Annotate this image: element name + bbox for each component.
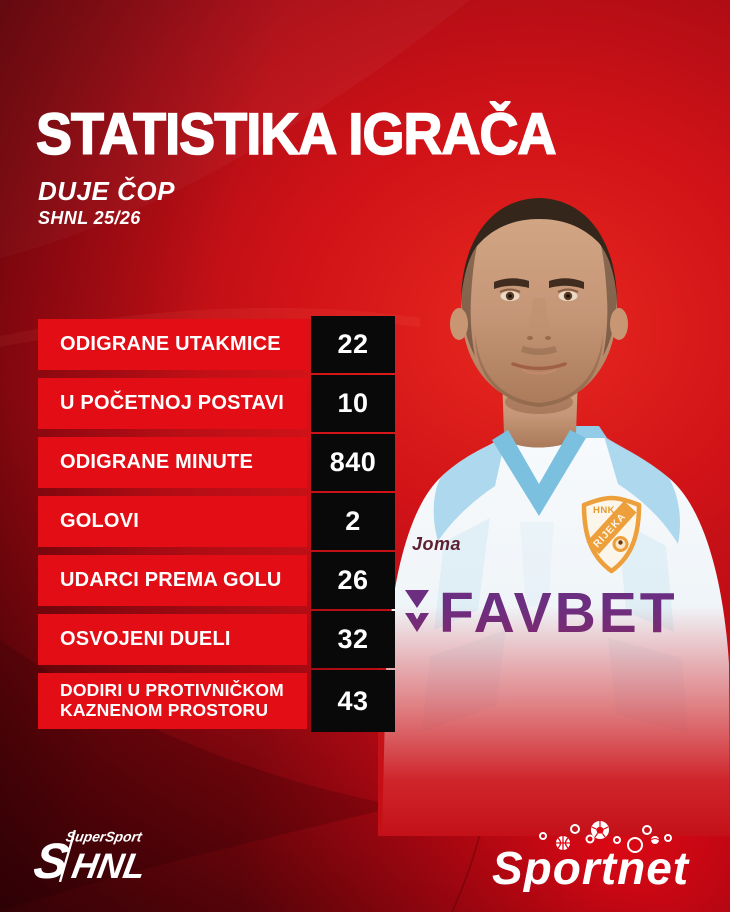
stat-label-bar: UDARCI PREMA GOLU xyxy=(38,555,307,606)
stat-label: ODIGRANE MINUTE xyxy=(60,451,253,474)
basketball-icon xyxy=(556,836,570,850)
stat-label-bar: ODIGRANE MINUTE xyxy=(38,437,307,488)
club-crest: HNK RIJEKA xyxy=(581,495,642,574)
stat-row: ODIGRANE MINUTE 840 xyxy=(38,434,395,491)
stat-value: 26 xyxy=(337,565,369,595)
supersport-text: SuperSport xyxy=(65,829,145,845)
stat-label: UDARCI PREMA GOLU xyxy=(60,569,282,592)
stat-value-box: 10 xyxy=(311,375,395,432)
stat-value-box: 22 xyxy=(311,316,395,373)
sportnet-text: Sportnet xyxy=(492,842,690,892)
stats-list: ODIGRANE UTAKMICE 22 U POČETNOJ POSTAVI … xyxy=(38,316,395,737)
crest-top-text: HNK xyxy=(593,505,615,516)
soccer-ball-icon xyxy=(591,821,609,839)
page-title: STATISTIKA IGRAČA xyxy=(35,102,557,167)
stat-label: ODIGRANE UTAKMICE xyxy=(60,333,281,356)
eyebrow-left xyxy=(494,278,529,289)
stat-label: DODIRI U PROTIVNIČKOM KAZNENOM PROSTORU xyxy=(60,680,284,720)
competition-season: SHNL 25/26 xyxy=(38,208,141,228)
jersey-shoulder-panel-right xyxy=(604,436,680,544)
eyebrow-right xyxy=(549,278,584,289)
stat-label-bar: U POČETNOJ POSTAVI xyxy=(38,378,307,429)
stat-value: 32 xyxy=(337,624,369,654)
shnl-slash xyxy=(58,829,77,883)
stat-row: ODIGRANE UTAKMICE 22 xyxy=(38,316,395,373)
stat-value: 10 xyxy=(337,388,369,418)
player-head xyxy=(450,198,628,407)
stat-row: OSVOJENI DUELI 32 xyxy=(38,611,395,668)
stat-value-box: 26 xyxy=(311,552,395,609)
stat-row: DODIRI U PROTIVNIČKOM KAZNENOM PROSTORU … xyxy=(38,670,395,732)
ear-left xyxy=(450,308,468,340)
sportnet-bubbles xyxy=(539,824,672,853)
hair xyxy=(461,198,617,300)
stat-label-bar: ODIGRANE UTAKMICE xyxy=(38,319,307,370)
player-photo: Joma HNK RIJEKA FAVBET xyxy=(378,198,730,836)
jersey-shoulder-panel-left xyxy=(433,436,506,541)
v-neck-collar xyxy=(492,430,586,516)
ear-right xyxy=(610,308,628,340)
stat-value-box: 32 xyxy=(311,611,395,668)
supersport-shnl-logo: SuperSport S HNL xyxy=(33,829,149,886)
photo-red-fade xyxy=(378,606,730,836)
stat-value-box: 840 xyxy=(311,434,395,491)
stat-value: 43 xyxy=(337,685,369,716)
stat-value-box: 43 xyxy=(311,670,395,732)
mouth xyxy=(511,362,567,371)
stat-value: 2 xyxy=(345,506,361,536)
stat-value-box: 2 xyxy=(311,493,395,550)
stat-label-bar: DODIRI U PROTIVNIČKOM KAZNENOM PROSTORU xyxy=(38,673,307,729)
stat-label: U POČETNOJ POSTAVI xyxy=(60,392,285,415)
sponsor-mark-icon xyxy=(405,590,429,608)
stat-row: GOLOVI 2 xyxy=(38,493,395,550)
stat-label: OSVOJENI DUELI xyxy=(60,628,231,651)
stat-label: GOLOVI xyxy=(60,510,139,533)
volleyball-icon xyxy=(650,836,660,844)
stat-label-bar: GOLOVI xyxy=(38,496,307,547)
jersey-brand-logo: Joma xyxy=(412,534,461,554)
stat-label-bar: OSVOJENI DUELI xyxy=(38,614,307,665)
nose xyxy=(525,298,553,341)
stat-row: UDARCI PREMA GOLU 26 xyxy=(38,552,395,609)
crest-band xyxy=(586,501,637,554)
shnl-rest: HNL xyxy=(69,846,149,886)
eyes xyxy=(499,288,579,301)
player-name: DUJE ČOP xyxy=(38,176,175,206)
stat-value: 840 xyxy=(329,447,377,477)
stat-row: U POČETNOJ POSTAVI 10 xyxy=(38,375,395,432)
sportnet-logo: Sportnet xyxy=(492,821,690,892)
stat-value: 22 xyxy=(337,329,369,359)
